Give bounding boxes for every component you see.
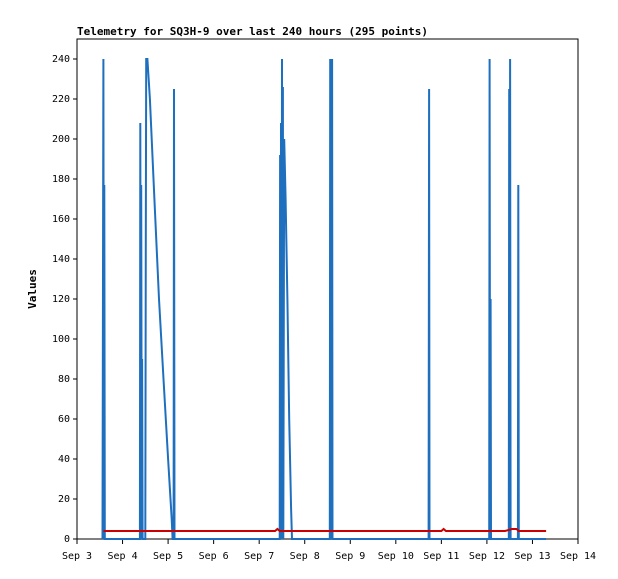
x-tick-label: Sep 8 — [290, 551, 320, 562]
y-tick-label: 160 — [52, 214, 70, 225]
x-tick-label: Sep 9 — [335, 551, 365, 562]
x-tick-label: Sep 12 — [469, 551, 505, 562]
y-tick-label: 180 — [52, 174, 70, 185]
chart-title: Telemetry for SQ3H-9 over last 240 hours… — [77, 25, 428, 38]
y-axis-label: Values — [26, 269, 39, 309]
y-tick-label: 0 — [64, 534, 70, 545]
series-line-1 — [103, 527, 547, 532]
x-tick-label: Sep 10 — [378, 551, 414, 562]
y-tick-label: 200 — [52, 134, 70, 145]
x-tick-label: Sep 14 — [560, 551, 596, 562]
y-tick-label: 120 — [52, 294, 70, 305]
series-layer — [101, 58, 547, 540]
x-tick-label: Sep 3 — [62, 551, 92, 562]
series-line-0 — [101, 58, 547, 540]
x-tick-label: Sep 4 — [107, 551, 137, 562]
y-tick-label: 20 — [58, 494, 70, 505]
plot-frame — [76, 38, 579, 540]
y-tick-label: 140 — [52, 254, 70, 265]
y-tick-label: 40 — [58, 454, 70, 465]
x-tick-label: Sep 11 — [423, 551, 459, 562]
y-axis: 0 20 40 60 80 100 120 140 160 180 200 220 240 — [52, 54, 77, 545]
x-tick-label: Sep 5 — [153, 551, 183, 562]
y-tick-label: 220 — [52, 94, 70, 105]
y-tick-label: 80 — [58, 374, 70, 385]
x-tick-label: Sep 7 — [244, 551, 274, 562]
y-tick-label: 240 — [52, 54, 70, 65]
x-tick-label: Sep 13 — [514, 551, 550, 562]
y-tick-label: 100 — [52, 334, 70, 345]
x-axis: Sep 3 Sep 4 Sep 5 Sep 6 Sep 7 Sep 8 Sep 9 Sep 1… — [62, 539, 596, 562]
y-tick-label: 60 — [58, 414, 70, 425]
x-tick-label: Sep 6 — [199, 551, 229, 562]
